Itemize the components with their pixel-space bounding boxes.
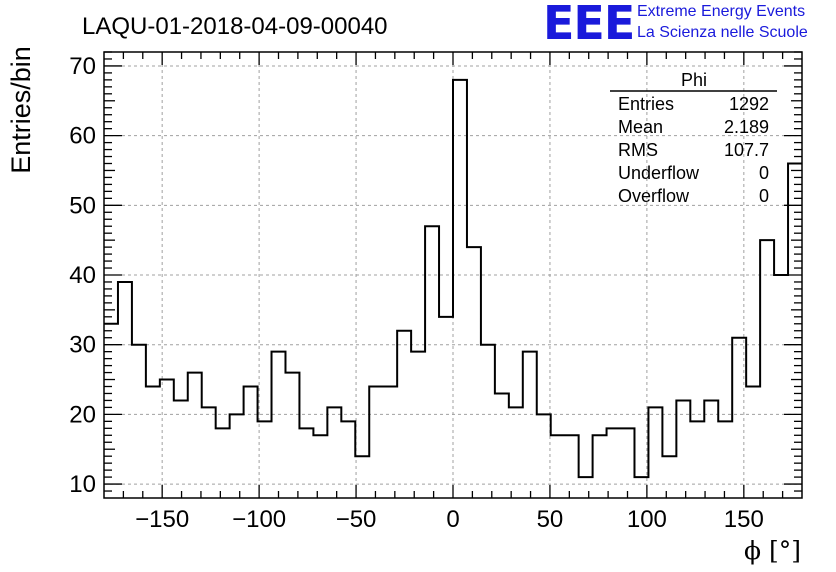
- y-tick-label: 60: [69, 123, 96, 150]
- histogram-bin: [285, 373, 299, 498]
- histogram-bin: [523, 352, 537, 498]
- x-tick-label: 0: [446, 506, 459, 533]
- histogram-bin: [202, 407, 216, 498]
- x-tick-label: −100: [232, 506, 286, 533]
- histogram-bin: [104, 324, 118, 498]
- histogram-bars: [104, 78, 802, 499]
- stats-value: 2.189: [724, 117, 769, 137]
- histogram-bin: [481, 345, 495, 498]
- axis-ticks: [104, 51, 802, 498]
- histogram-bin: [690, 421, 704, 498]
- stats-label: RMS: [618, 140, 658, 160]
- stats-value: 0: [759, 186, 769, 206]
- x-tick-label: 150: [724, 506, 764, 533]
- y-tick-labels: 10 20 30 40 50 60 70: [69, 53, 96, 498]
- histogram-bin: [467, 247, 481, 498]
- stats-label: Mean: [618, 117, 663, 137]
- histogram-bin: [383, 387, 397, 499]
- y-tick-label: 30: [69, 332, 96, 359]
- stats-label: Underflow: [618, 163, 700, 183]
- stats-value: 107.7: [724, 140, 769, 160]
- histogram-bin: [774, 275, 788, 498]
- histogram-bin: [397, 331, 411, 498]
- histogram-bin: [760, 240, 774, 498]
- stats-box: Phi Entries 1292 Mean 2.189 RMS 107.7 Underflo…: [610, 70, 777, 206]
- histogram-bin: [732, 338, 746, 498]
- histogram-bin: [299, 428, 313, 498]
- histogram-bin: [341, 421, 355, 498]
- y-tick-label: 50: [69, 192, 96, 219]
- histogram-bin: [118, 282, 132, 498]
- histogram-bin: [313, 435, 327, 498]
- histogram-bin: [160, 380, 174, 498]
- histogram-bin: [537, 414, 551, 498]
- x-tick-label: −150: [135, 506, 189, 533]
- histogram-bin: [244, 387, 258, 499]
- histogram-bin: [718, 421, 732, 498]
- x-tick-labels: −150 −100 −50 0 50 100 150: [135, 506, 764, 533]
- histogram-outline: [104, 78, 802, 479]
- stats-value: 0: [759, 163, 769, 183]
- histogram-bin: [411, 352, 425, 498]
- histogram-bin: [272, 352, 286, 498]
- histogram-bin: [746, 387, 760, 499]
- histogram-bin: [355, 456, 369, 498]
- chart-title: LAQU-01-2018-04-09-00040: [82, 13, 388, 40]
- x-tick-label: 100: [627, 506, 667, 533]
- histogram-bin: [439, 317, 453, 498]
- x-tick-label: 50: [537, 506, 564, 533]
- histogram-bin: [369, 387, 383, 499]
- histogram-bin: [425, 226, 439, 498]
- histogram-bin: [230, 414, 244, 498]
- histogram-bin: [704, 400, 718, 498]
- histogram-bin: [174, 400, 188, 498]
- histogram-bin: [593, 435, 607, 498]
- brand-line-1: Extreme Energy Events: [637, 3, 806, 20]
- histogram-bin: [662, 456, 676, 498]
- histogram-bin: [565, 435, 579, 498]
- histogram-bin: [453, 80, 467, 498]
- histogram-bin: [216, 428, 230, 498]
- histogram-bin: [509, 407, 523, 498]
- histogram-bin: [188, 373, 202, 498]
- histogram-bin: [579, 477, 593, 498]
- eee-logo: EEE: [543, 0, 635, 50]
- histogram-bin: [551, 435, 565, 498]
- stats-value: 1292: [729, 94, 769, 114]
- histogram-bin: [495, 393, 509, 498]
- stats-label: Entries: [618, 94, 674, 114]
- histogram-bin: [146, 387, 160, 499]
- y-tick-label: 40: [69, 262, 96, 289]
- y-tick-label: 10: [69, 471, 96, 498]
- x-axis-label: ϕ [°]: [744, 536, 801, 565]
- histogram-bin: [607, 428, 621, 498]
- stats-label: Overflow: [618, 186, 690, 206]
- stats-box-title: Phi: [681, 70, 707, 90]
- histogram-bin: [676, 400, 690, 498]
- histogram-bin: [132, 345, 146, 498]
- histogram-bin: [648, 407, 662, 498]
- y-axis-label: Entries/bin: [6, 46, 36, 174]
- histogram-bin: [327, 407, 341, 498]
- histogram-bin: [621, 428, 635, 498]
- y-tick-label: 20: [69, 401, 96, 428]
- x-tick-label: −50: [336, 506, 377, 533]
- y-tick-label: 70: [69, 53, 96, 80]
- brand-line-2: La Scienza nelle Scuole: [637, 24, 808, 41]
